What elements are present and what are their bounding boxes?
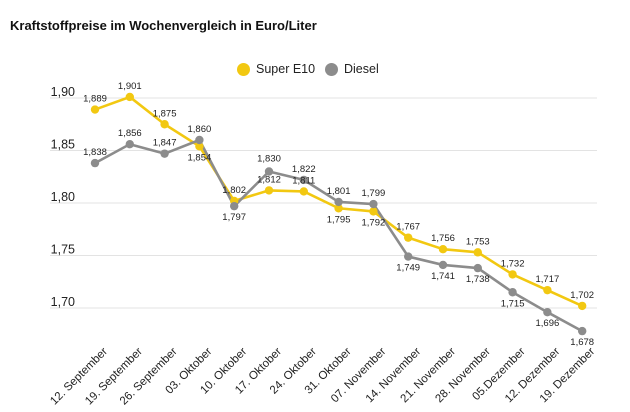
data-point-diesel (438, 260, 448, 270)
data-label-diesel: 1,799 (362, 188, 386, 199)
data-point-super-e10 (264, 186, 274, 195)
y-tick-label: 1,85 (51, 138, 75, 152)
data-point-diesel (369, 199, 378, 209)
data-point-super-e10 (299, 187, 308, 196)
chart-legend: Super E10 Diesel (0, 62, 630, 78)
y-tick-label: 1,90 (51, 85, 75, 99)
data-point-super-e10 (473, 248, 482, 257)
data-point-super-e10 (508, 270, 517, 279)
data-point-super-e10 (404, 233, 413, 242)
data-label-diesel: 1,678 (570, 337, 594, 348)
data-label-super-e10: 1,802 (222, 185, 246, 196)
data-point-super-e10 (195, 142, 204, 151)
data-label-diesel: 1,696 (536, 318, 560, 329)
data-label-diesel: 1,797 (222, 212, 246, 223)
data-label-super-e10: 1,901 (118, 81, 142, 92)
x-tick-label: 12. September (48, 346, 110, 408)
data-point-diesel (264, 167, 274, 176)
data-label-super-e10: 1,811 (292, 175, 315, 186)
legend-item-diesel: Diesel (325, 62, 379, 76)
data-label-diesel: 1,715 (501, 298, 525, 309)
data-label-diesel: 1,741 (431, 271, 455, 282)
data-point-diesel (404, 252, 413, 261)
data-point-super-e10 (334, 204, 343, 213)
data-label-diesel: 1,860 (188, 124, 212, 135)
data-point-diesel (334, 197, 343, 207)
data-point-diesel (160, 149, 169, 158)
data-point-diesel (125, 140, 134, 149)
y-tick-label: 1,70 (51, 295, 75, 309)
data-label-diesel: 1,856 (118, 128, 142, 139)
data-label-diesel: 1,801 (327, 186, 351, 197)
legend-marker-diesel (325, 62, 338, 76)
data-point-diesel (299, 175, 308, 185)
data-label-super-e10: 1,702 (570, 290, 594, 301)
data-label-super-e10: 1,854 (188, 152, 212, 163)
data-point-diesel (90, 158, 100, 168)
data-point-diesel (508, 288, 517, 297)
data-point-diesel (230, 201, 239, 211)
data-point-super-e10 (125, 92, 134, 102)
data-label-super-e10: 1,717 (536, 274, 560, 285)
data-point-diesel (195, 135, 204, 145)
data-point-diesel (578, 326, 587, 336)
data-label-diesel: 1,830 (257, 154, 281, 165)
data-label-super-e10: 1,732 (501, 258, 525, 269)
data-label-diesel: 1,847 (153, 138, 177, 149)
data-label-super-e10: 1,792 (362, 217, 386, 228)
legend-item-super-e10: Super E10 (237, 62, 315, 76)
data-label-diesel: 1,822 (292, 164, 316, 175)
data-label-super-e10: 1,753 (466, 236, 490, 247)
data-label-super-e10: 1,767 (396, 222, 420, 233)
legend-label-super-e10: Super E10 (256, 62, 316, 76)
data-point-diesel (543, 308, 552, 317)
data-label-diesel: 1,738 (466, 274, 490, 285)
data-label-diesel: 1,838 (83, 147, 107, 158)
data-label-super-e10: 1,795 (327, 214, 351, 225)
data-point-super-e10 (438, 245, 448, 254)
y-tick-label: 1,80 (51, 190, 75, 204)
data-label-diesel: 1,749 (396, 263, 420, 274)
y-tick-label: 1,75 (51, 243, 75, 257)
data-label-super-e10: 1,875 (153, 108, 177, 119)
legend-marker-super-e10 (237, 62, 250, 76)
legend-label-diesel: Diesel (344, 62, 379, 76)
data-point-diesel (473, 263, 482, 273)
data-point-super-e10 (543, 285, 552, 295)
data-label-super-e10: 1,812 (257, 174, 281, 185)
data-label-super-e10: 1,889 (83, 94, 107, 105)
data-point-super-e10 (90, 105, 100, 114)
data-point-super-e10 (160, 120, 169, 129)
data-point-super-e10 (578, 301, 587, 311)
chart-title: Kraftstoffpreise im Wochenvergleich in E… (10, 18, 317, 33)
data-label-super-e10: 1,756 (431, 233, 455, 244)
data-point-super-e10 (369, 207, 378, 216)
